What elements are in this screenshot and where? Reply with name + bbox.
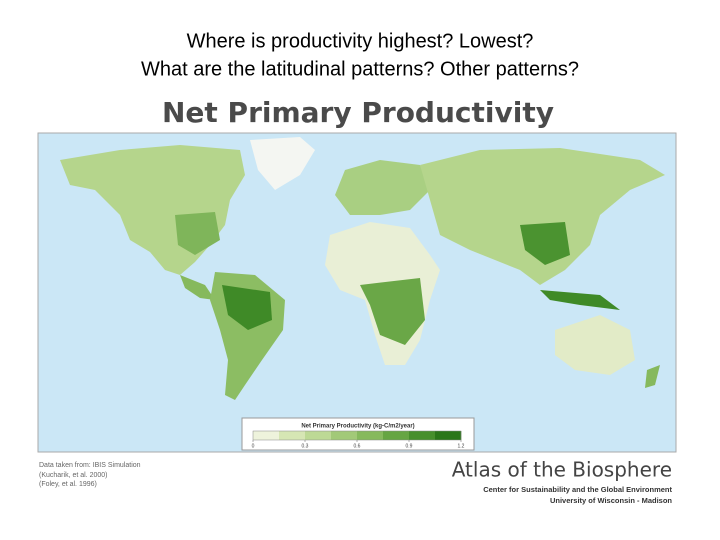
legend-swatch <box>279 431 306 440</box>
forest <box>175 212 220 255</box>
legend-tick-label: 1.2 <box>458 443 465 449</box>
credit: (Foley, et al. 1996) <box>39 481 97 488</box>
legend-title: Net Primary Productivity (kg-C/m2/year) <box>301 424 414 430</box>
asia <box>420 148 665 285</box>
legend-swatch <box>383 431 410 440</box>
map-title: Net Primary Productivity <box>162 96 554 129</box>
indonesia <box>540 290 620 310</box>
europe <box>335 160 430 215</box>
legend-swatch <box>253 431 280 440</box>
legend-tick-label: 0.9 <box>406 443 413 449</box>
congo <box>360 278 425 345</box>
legend-swatch <box>305 431 332 440</box>
question: What are the latitudinal patterns? Other… <box>141 58 579 80</box>
brand-name: Atlas of the Biosphere <box>452 458 672 482</box>
legend-tick-label: 0.6 <box>354 443 361 449</box>
credit: Data taken from: IBIS Simulation <box>39 462 141 469</box>
new-zealand <box>645 365 660 388</box>
greenland <box>250 137 315 190</box>
map <box>37 132 677 453</box>
east-asia <box>520 222 570 265</box>
australia <box>555 315 635 375</box>
legend-tick-label: 0 <box>252 443 255 449</box>
brand-line: University of Wisconsin - Madison <box>550 496 672 505</box>
legend: Net Primary Productivity (kg-C/m2/year) … <box>241 417 475 451</box>
legend-swatch <box>357 431 384 440</box>
amazon <box>222 285 272 330</box>
legend-swatch <box>409 431 436 440</box>
credit: (Kucharik, et al. 2000) <box>39 472 107 479</box>
central-america <box>180 275 215 300</box>
brand-line: Center for Sustainability and the Global… <box>483 485 672 494</box>
legend-swatch <box>435 431 462 440</box>
question: Where is productivity highest? Lowest? <box>187 30 534 52</box>
legend-tick-label: 0.3 <box>302 443 309 449</box>
legend-swatch <box>331 431 358 440</box>
